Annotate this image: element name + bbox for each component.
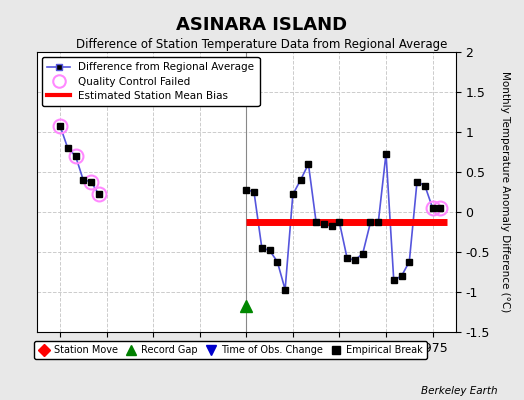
Legend: Station Move, Record Gap, Time of Obs. Change, Empirical Break: Station Move, Record Gap, Time of Obs. C… [34,341,427,359]
Text: Berkeley Earth: Berkeley Earth [421,386,498,396]
Text: Difference of Station Temperature Data from Regional Average: Difference of Station Temperature Data f… [77,38,447,51]
Text: ASINARA ISLAND: ASINARA ISLAND [177,16,347,34]
Legend: Difference from Regional Average, Quality Control Failed, Estimated Station Mean: Difference from Regional Average, Qualit… [42,57,259,106]
Y-axis label: Monthly Temperature Anomaly Difference (°C): Monthly Temperature Anomaly Difference (… [499,71,509,313]
